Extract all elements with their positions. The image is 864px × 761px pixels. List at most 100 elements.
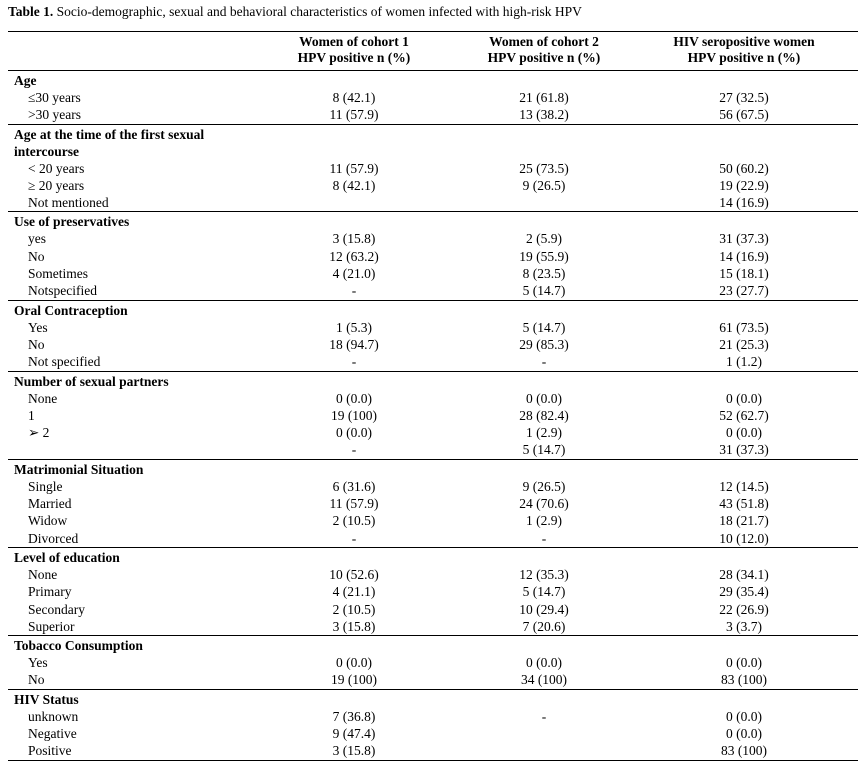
row-label: Sometimes [28,266,88,282]
value-cell: 11 (57.9) [329,160,379,176]
table-row: Single 6 (31.6) 9 (26.5) 12 (14.5) [8,478,858,495]
value-cell: 4 (21.1) [332,584,376,600]
value-cell: 12 (63.2) [329,248,379,264]
table-row: Negative 9 (47.4) 0 (0.0) [8,725,858,742]
value-cell: 18 (21.7) [719,513,769,529]
value-cell: 5 (14.7) [522,319,566,335]
row-label: Notspecified [28,283,97,299]
value-cell: 22 (26.9) [719,601,769,617]
value-cell: 19 (55.9) [519,248,569,264]
value-cell: 56 (67.5) [719,107,769,123]
value-cell: 1 (2.9) [526,513,562,529]
value-cell: 2 (5.9) [526,231,562,247]
value-cell: - [541,530,547,546]
value-cell: 0 (0.0) [336,655,372,671]
header-hiv-line-1: HIV seropositive women [673,34,815,49]
row-label: Negative [28,726,77,742]
value-cell: 1 (5.3) [336,319,372,335]
row-label: Secondary [28,601,85,617]
value-cell: 29 (85.3) [519,336,569,352]
value-cell: 2 (10.5) [332,601,376,617]
row-label: Superior [28,618,75,634]
header-cohort-1-line-2: HPV positive n (%) [297,50,411,65]
header-hiv-line-2: HPV positive n (%) [687,50,801,65]
row-label: unknown [28,708,79,724]
table-row: No 19 (100) 34 (100) 83 (100) [8,671,858,688]
table-header: Women of cohort 1 HPV positive n (%) Wom… [8,32,858,71]
value-cell: 0 (0.0) [726,390,762,406]
row-label: ➢ 2 [28,425,50,441]
table-section: HIV Status unknown 7 (36.8) -0 (0.0) Negativ… [8,690,858,760]
value-cell: 6 (31.6) [332,478,376,494]
value-cell: - [541,354,547,370]
value-cell: 7 (36.8) [332,708,376,724]
value-cell: 0 (0.0) [526,655,562,671]
table-row: Positive 3 (15.8) 83 (100) [8,742,858,759]
value-cell: 7 (20.6) [522,618,566,634]
section-title: Age [14,73,37,88]
value-cell: 8 (42.1) [332,90,376,105]
table-row: unknown 7 (36.8) - 0 (0.0) [8,708,858,725]
section-title: Oral Contraception [14,302,128,318]
table-row: < 20 years 11 (57.9) 25 (73.5) 50 (60.2) [8,160,858,177]
table-section: Age at the time of the first sexual inte… [8,125,858,213]
value-cell: 28 (34.1) [719,566,769,582]
value-cell: 8 (42.1) [332,177,376,193]
value-cell: 1 (2.9) [526,425,562,441]
row-label: No [28,672,45,688]
value-cell: 19 (100) [330,407,378,423]
table-row: Not specified - - 1 (1.2) [8,353,858,370]
table-row: Yes 0 (0.0) 0 (0.0) 0 (0.0) [8,654,858,671]
value-cell: 61 (73.5) [719,319,769,335]
value-cell: 5 (14.7) [522,283,566,299]
value-cell: 31 (37.3) [719,442,769,458]
table-section: Level of education None 10 (52.6) 12 (35.3)… [8,548,858,637]
value-cell: - [351,530,357,546]
value-cell: 4 (21.0) [332,266,376,282]
value-cell: 0 (0.0) [726,726,762,742]
table-section: Age ≤30 years 8 (42.1) 21 (61.8) 27 (32.5) >3… [8,71,858,125]
section-title: Age at the time of the first sexual inte… [14,126,205,159]
value-cell: 5 (14.7) [522,584,566,600]
row-label: Not specified [28,354,101,370]
value-cell: 10 (52.6) [329,566,379,582]
row-label: Yes [28,319,48,335]
table-caption: Table 1. Socio-demographic, sexual and b… [8,2,582,22]
row-label: Primary [28,584,72,600]
header-hiv-seropositive: HIV seropositive women HPV positive n (%… [649,34,839,66]
table-row: yes 3 (15.8) 2 (5.9) 31 (37.3) [8,230,858,247]
table-row: Divorced - - 10 (12.0) [8,530,858,547]
section-title: Use of preservatives [14,214,130,230]
table-section: Tobacco Consumption Yes 0 (0.0) 0 (0.0) 0 (0… [8,636,858,690]
value-cell: 18 (94.7) [329,336,379,352]
header-cohort-2-line-1: Women of cohort 2 [489,34,599,49]
value-cell: 1 (1.2) [726,354,762,370]
table-row: Primary 4 (21.1) 5 (14.7) 29 (35.4) [8,583,858,600]
value-cell: 0 (0.0) [726,655,762,671]
row-label: < 20 years [28,160,85,176]
value-cell: 24 (70.6) [519,496,569,512]
table-row: No 18 (94.7) 29 (85.3) 21 (25.3) [8,336,858,353]
header-cohort-2-line-2: HPV positive n (%) [487,50,601,65]
section-title: Matrimonial Situation [14,461,144,477]
value-cell: 29 (35.4) [719,584,769,600]
value-cell: 14 (16.9) [719,195,769,211]
value-cell: 0 (0.0) [336,390,372,406]
table-row: None 10 (52.6) 12 (35.3) 28 (34.1) [8,566,858,583]
row-label: None [28,566,58,582]
table-row: Notspecified - 5 (14.7) 23 (27.7) [8,282,858,299]
section-title: Number of sexual partners [14,373,169,389]
row-label: Married [28,496,72,512]
table-row: ≥ 20 years 8 (42.1) 9 (26.5) 19 (22.9) [8,177,858,194]
caption-text: Socio-demographic, sexual and behavioral… [53,4,582,19]
value-cell: 25 (73.5) [519,160,569,176]
value-cell: - [541,708,547,724]
row-label: Yes [28,655,48,671]
value-cell: 11 (57.9) [329,496,379,512]
value-cell: 83 (100) [720,743,768,759]
row-label: No [28,248,45,264]
row-label: None [28,390,58,406]
value-cell: 28 (82.4) [519,407,569,423]
value-cell: 3 (15.8) [332,743,376,759]
value-cell: 83 (100) [720,672,768,688]
